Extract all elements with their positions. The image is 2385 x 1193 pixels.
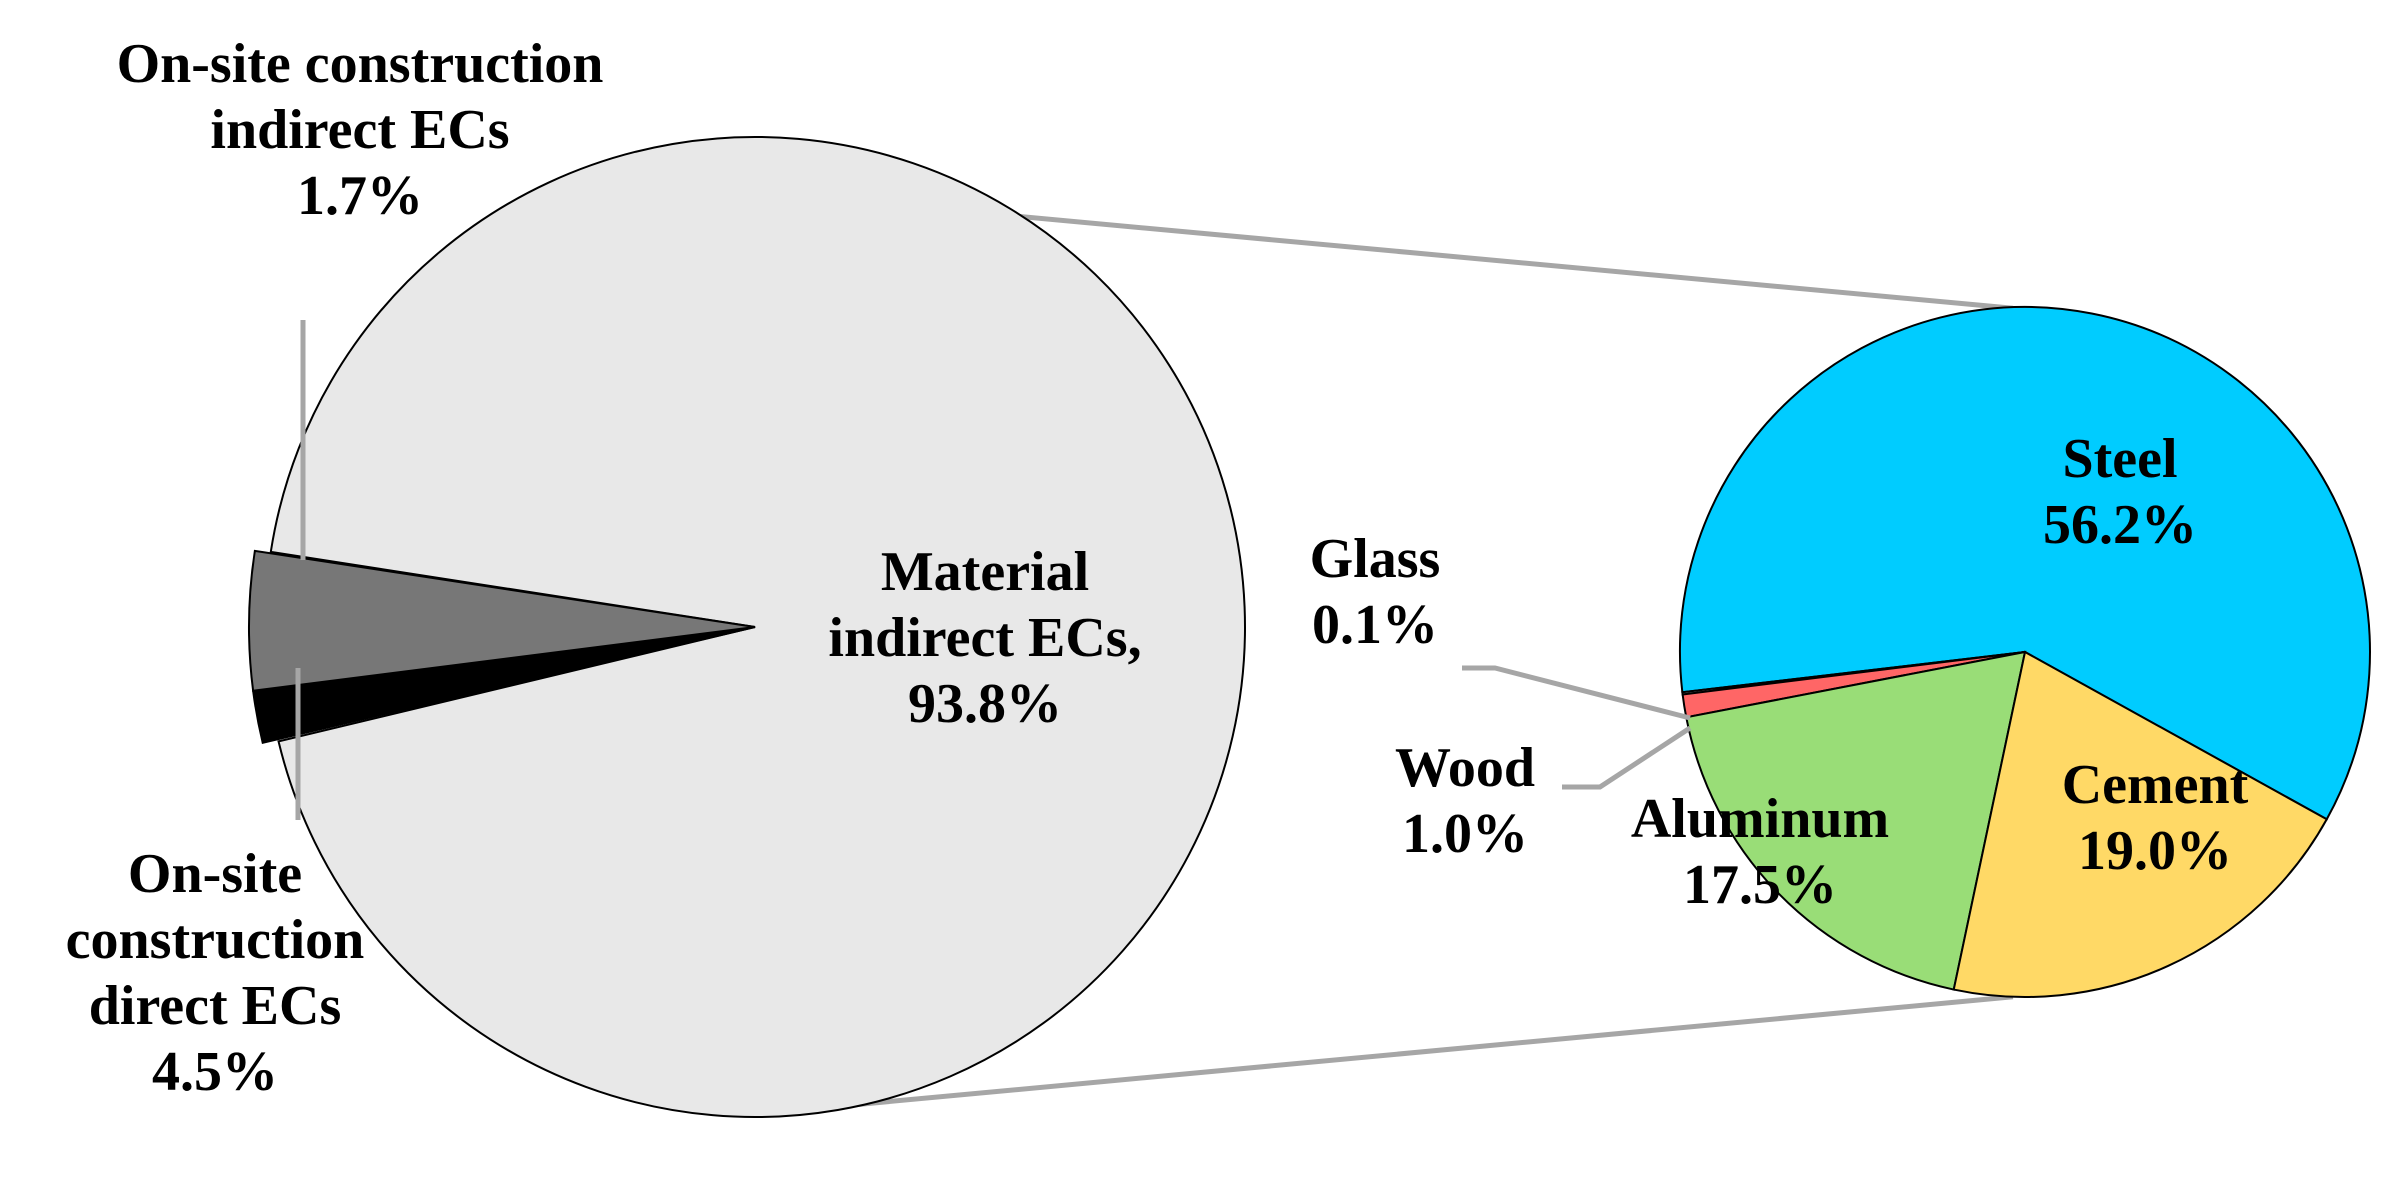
leader-glass (1462, 665, 1691, 721)
leader-lines (295, 320, 1692, 820)
sub-pie (1679, 306, 2371, 998)
label-cement: Cement 19.0% (2062, 754, 2249, 882)
label-on-site-construction-direct-ecs: On-site construction direct ECs 4.5% (66, 843, 365, 1103)
connector-bottom (811, 994, 2014, 1112)
data-labels: Material indirect ECs, 93.8% On-site constr… (66, 33, 2249, 1103)
label-wood: Wood 1.0% (1395, 737, 1535, 865)
label-steel: Steel 56.2% (2043, 428, 2197, 556)
label-aluminum: Aluminum 17.5% (1631, 788, 1889, 916)
label-glass: Glass 0.1% (1310, 528, 1441, 656)
label-on-site-construction-indirect-ecs: On-site construction indirect ECs 1.7% (117, 33, 604, 227)
label-material-indirect-ecs: Material indirect ECs, 93.8% (828, 541, 1141, 735)
slice-aluminum (1685, 650, 2027, 991)
slice-cement (1952, 650, 2329, 998)
slice-material-indirect-ecs (269, 136, 1246, 1118)
leader-wood (1562, 725, 1692, 790)
slice-steel (1679, 306, 2371, 821)
main-pie (248, 136, 1246, 1118)
slice-on-site-construction-direct-ecs (248, 549, 756, 692)
